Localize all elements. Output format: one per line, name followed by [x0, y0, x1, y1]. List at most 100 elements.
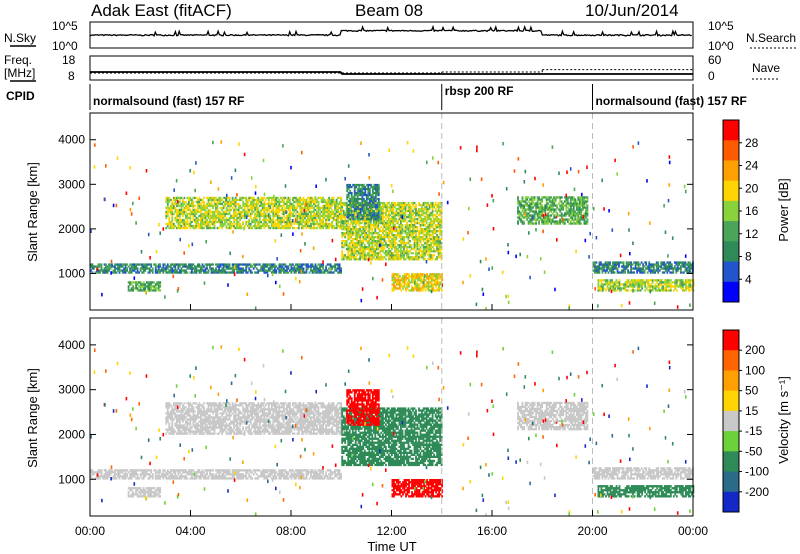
- echo-cell: [209, 265, 211, 267]
- echo-cell: [531, 204, 533, 206]
- echo-cell: [126, 267, 128, 269]
- echo-cell: [263, 197, 265, 199]
- echo-cell: [328, 227, 330, 229]
- echo-cell: [526, 202, 528, 204]
- echo-cell: [164, 263, 166, 265]
- echo-cell: [408, 277, 410, 279]
- echo-cell: [401, 279, 403, 281]
- echo-cell: [574, 198, 576, 200]
- echo-cell: [301, 263, 303, 265]
- echo-cell: [367, 208, 369, 210]
- echo-cell: [200, 221, 202, 223]
- echo-cell: [390, 236, 392, 238]
- echo-cell: [260, 197, 262, 199]
- echo-cell: [274, 267, 276, 269]
- echo-cell: [405, 218, 407, 220]
- echo-cell: [582, 206, 584, 208]
- echo-cell: [408, 279, 410, 281]
- echo-cell: [587, 196, 589, 198]
- echo-cell: [309, 271, 311, 273]
- echo-cell: [630, 265, 632, 267]
- echo-cell: [574, 216, 576, 218]
- echo-cell: [220, 269, 222, 271]
- echo-cell: [144, 269, 146, 271]
- echo-cell: [400, 250, 402, 252]
- echo-cell: [220, 201, 222, 203]
- echo-cell: [535, 222, 537, 224]
- echo-cell: [239, 219, 241, 221]
- echo-cell: [179, 219, 181, 221]
- echo-cell: [378, 202, 380, 204]
- echo-cell: [371, 228, 373, 230]
- echo-cell: [425, 289, 427, 291]
- echo-cell: [140, 263, 142, 265]
- echo-cell: [382, 242, 384, 244]
- echo-cell: [520, 218, 522, 220]
- echo-cell: [400, 256, 402, 258]
- echo-cell: [226, 211, 228, 213]
- nave-right-tick-top: 60: [708, 53, 722, 67]
- echo-cell: [190, 217, 192, 219]
- echo-cell: [256, 217, 258, 219]
- echo-cell: [340, 199, 342, 201]
- echo-cell: [312, 205, 314, 207]
- echo-cell: [174, 207, 176, 209]
- echo-cell: [522, 206, 524, 208]
- echo-cell: [401, 277, 403, 279]
- echo-cell: [361, 232, 363, 234]
- echo-cell: [642, 271, 644, 273]
- echo-cell: [537, 218, 539, 220]
- echo-cell: [441, 210, 443, 212]
- echo-cell: [361, 222, 363, 224]
- echo-cell: [538, 196, 540, 198]
- echo-cell: [400, 218, 402, 220]
- echo-cell: [602, 283, 604, 285]
- echo-cell: [402, 226, 404, 228]
- echo-cell: [550, 196, 552, 198]
- echo-cell: [291, 271, 293, 273]
- echo-cell: [283, 205, 285, 207]
- echo-cell: [280, 221, 282, 223]
- echo-cell: [179, 265, 181, 267]
- echo-cell: [289, 201, 291, 203]
- echo-cell: [263, 201, 265, 203]
- echo-cell: [384, 238, 386, 240]
- echo-cell: [617, 267, 619, 269]
- echo-cell: [645, 263, 647, 265]
- echo-cell: [414, 216, 416, 218]
- echo-cell: [268, 201, 270, 203]
- echo-cell: [294, 205, 296, 207]
- echo-cell: [357, 200, 359, 202]
- echo-cell: [582, 202, 584, 204]
- echo-cell: [319, 267, 321, 269]
- echo-cell: [289, 197, 291, 199]
- echo-cell: [411, 216, 413, 218]
- echo-cell: [607, 279, 609, 281]
- echo-cell: [260, 267, 262, 269]
- echo-cell: [585, 202, 587, 204]
- echo-cell: [375, 200, 377, 202]
- echo-cell: [125, 271, 127, 273]
- echo-cell: [602, 265, 604, 267]
- echo-cell: [336, 269, 338, 271]
- echo-cell: [322, 221, 324, 223]
- echo-cell: [179, 205, 181, 207]
- echo-cell: [232, 207, 234, 209]
- echo-cell: [405, 202, 407, 204]
- echo-cell: [361, 226, 363, 228]
- echo-cell: [167, 263, 169, 265]
- echo-cell: [388, 238, 390, 240]
- echo-cell: [341, 218, 343, 220]
- echo-cell: [380, 234, 382, 236]
- echo-cell: [400, 254, 402, 256]
- echo-cell: [298, 227, 300, 229]
- echo-cell: [409, 240, 411, 242]
- echo-cell: [187, 227, 189, 229]
- station-title: Adak East (fitACF): [91, 1, 232, 20]
- echo-cell: [291, 225, 293, 227]
- echo-cell: [247, 203, 249, 205]
- echo-cell: [567, 200, 569, 202]
- echo-cell: [432, 226, 434, 228]
- echo-cell: [417, 220, 419, 222]
- echo-cell: [278, 199, 280, 201]
